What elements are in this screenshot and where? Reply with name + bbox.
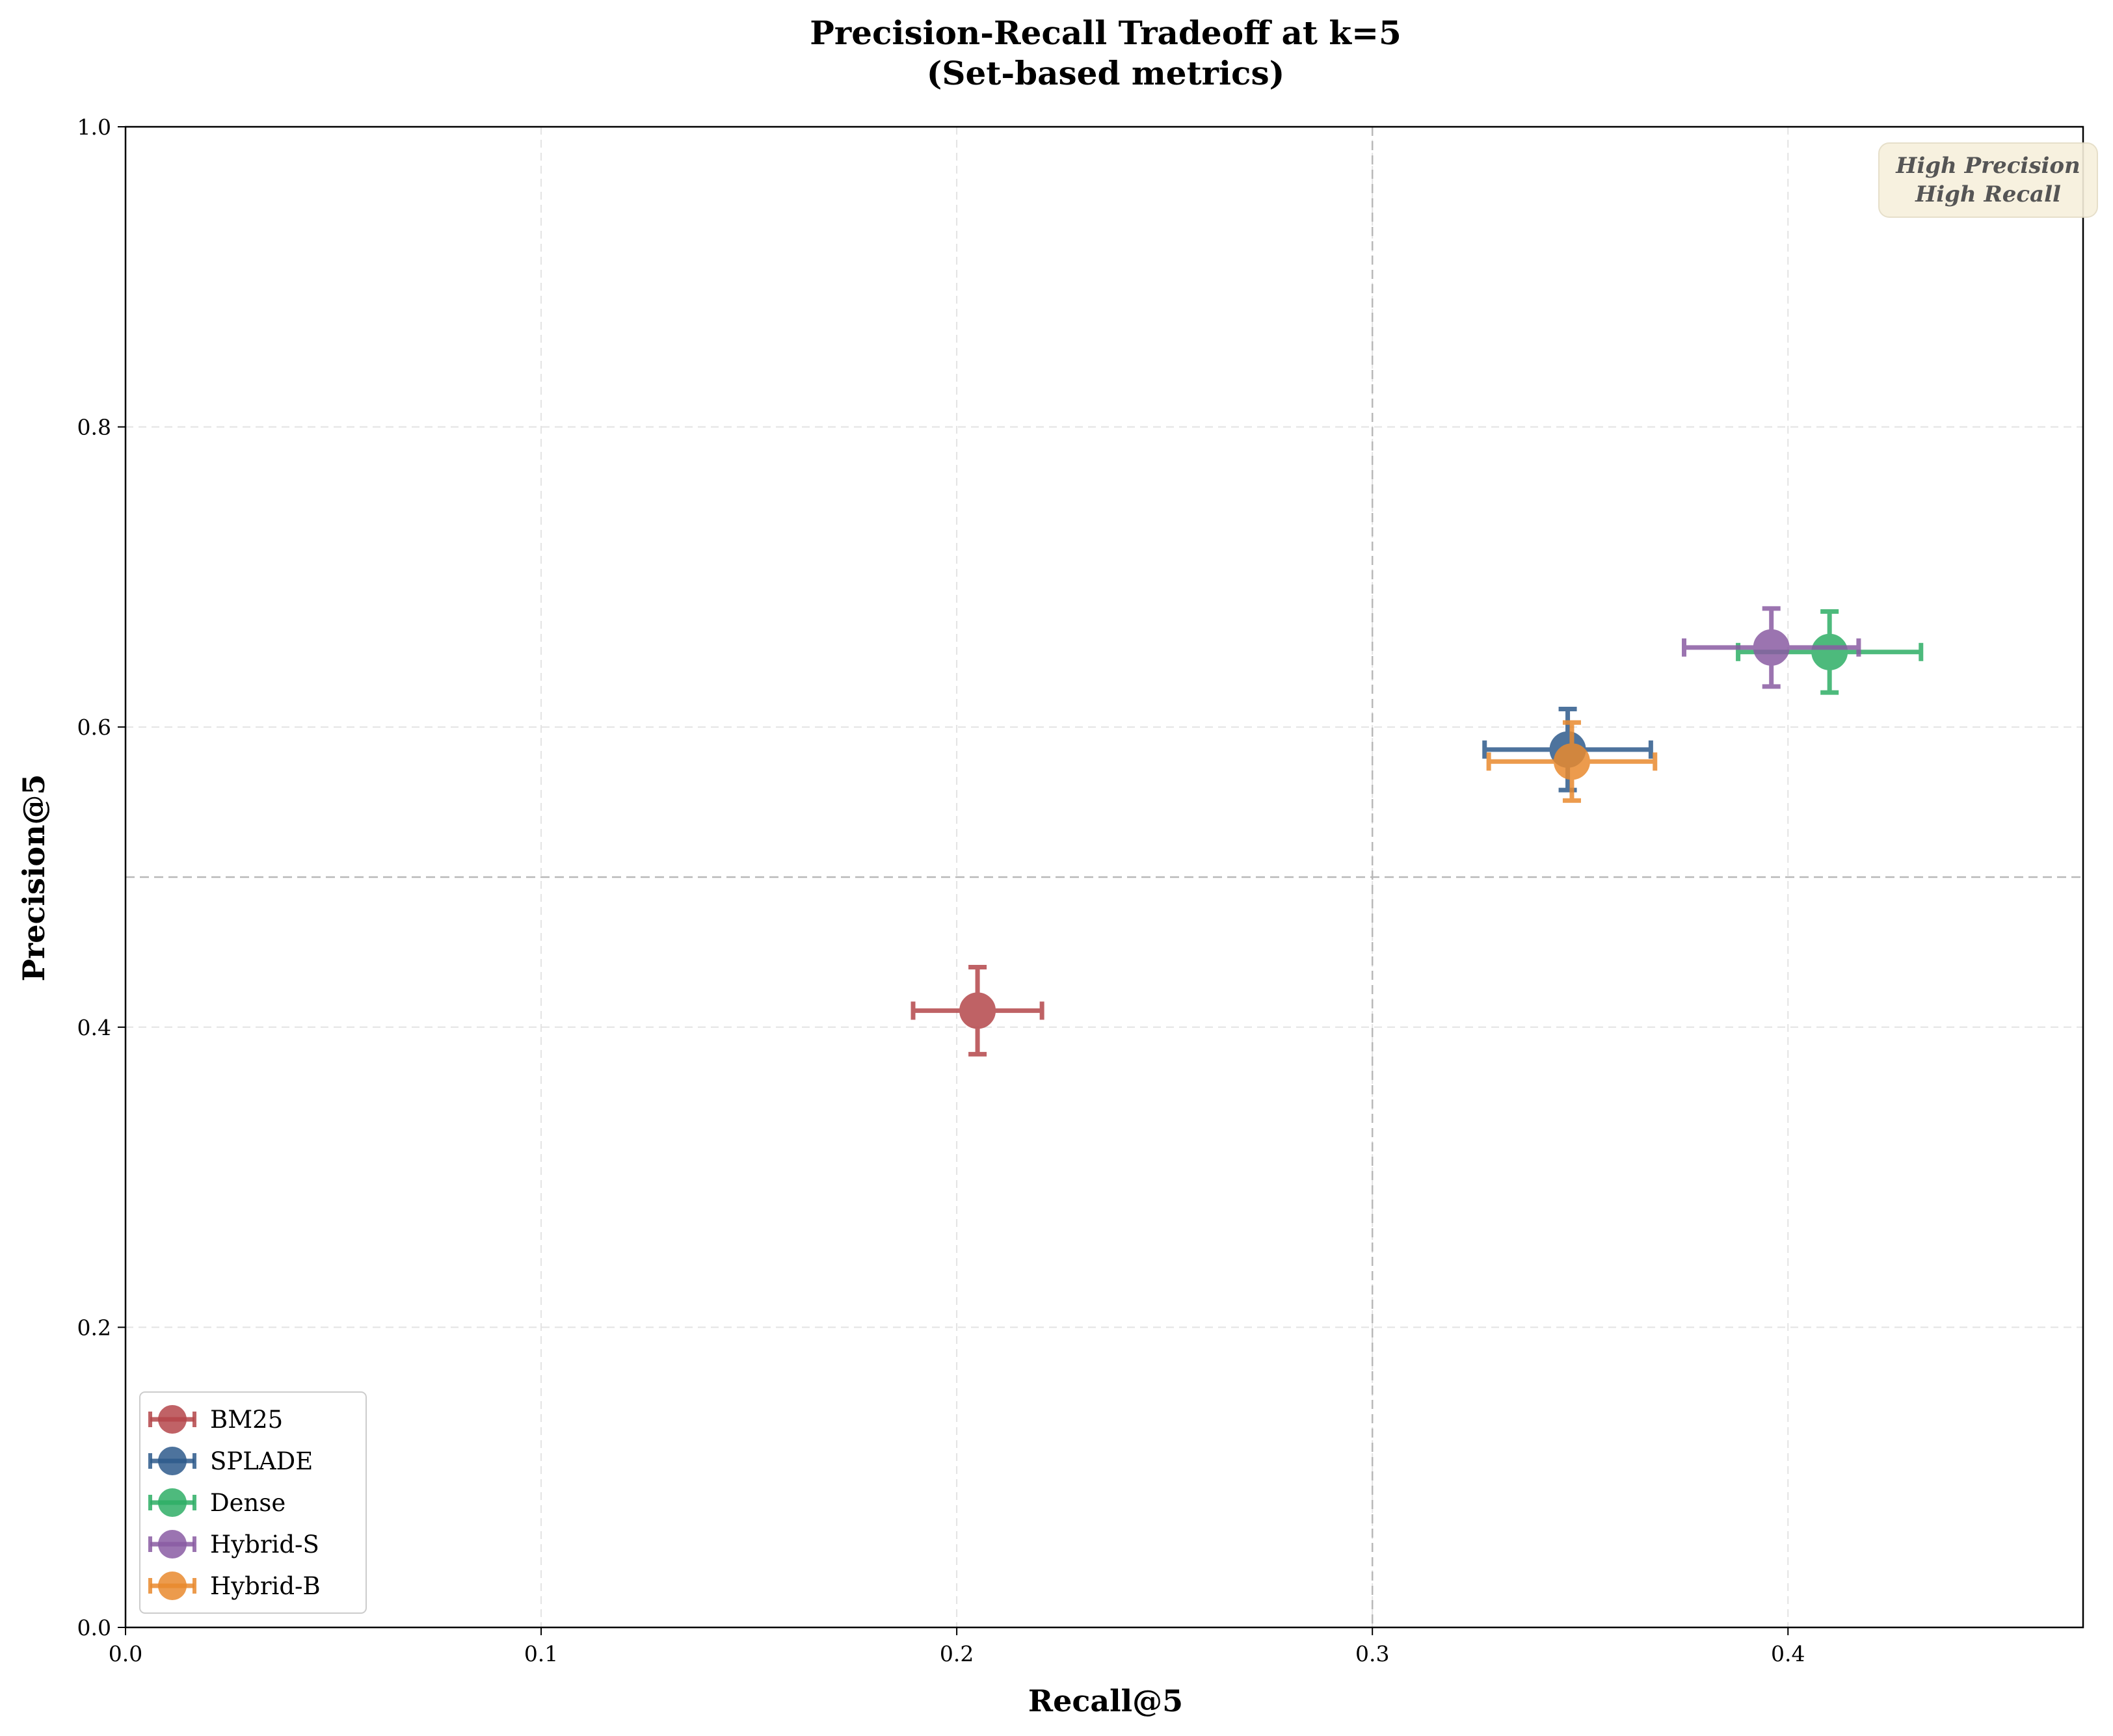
y-tick-label: 1.0 bbox=[77, 114, 111, 140]
marker bbox=[1553, 743, 1590, 780]
y-tick-label: 0.6 bbox=[77, 715, 111, 740]
marker bbox=[1811, 633, 1848, 670]
marker bbox=[1753, 629, 1790, 666]
chart-subtitle: (Set-based metrics) bbox=[927, 54, 1285, 92]
y-axis-label: Precision@5 bbox=[16, 774, 51, 981]
y-tick-label: 0.4 bbox=[77, 1015, 111, 1040]
plot-frame bbox=[124, 125, 2084, 1629]
legend: BM25 SPLADE Dense Hybrid-S Hybrid-B bbox=[139, 1391, 367, 1614]
x-tick-label: 0.4 bbox=[1771, 1641, 1805, 1666]
legend-marker bbox=[158, 1530, 187, 1558]
x-axis-label: Recall@5 bbox=[1028, 1683, 1183, 1718]
legend-label: SPLADE bbox=[210, 1447, 313, 1475]
legend-item-splade: SPLADE bbox=[148, 1447, 313, 1475]
data-points bbox=[910, 606, 1924, 1057]
legend-label: Dense bbox=[210, 1489, 286, 1517]
legend-item-bm25: BM25 bbox=[148, 1405, 283, 1434]
x-tick-label: 0.2 bbox=[940, 1641, 974, 1666]
x-tick-label: 0.0 bbox=[109, 1641, 142, 1666]
annotation-line-2: High Recall bbox=[1915, 181, 2061, 207]
quadrant-annotation: High Precision High Recall bbox=[1878, 142, 2098, 218]
legend-label: Hybrid-B bbox=[210, 1572, 321, 1600]
data-point-bm25 bbox=[910, 964, 1044, 1057]
annotation-line-1: High Precision bbox=[1895, 153, 2080, 179]
reference-lines bbox=[126, 127, 2083, 1627]
annotation-box bbox=[1878, 142, 2098, 218]
data-point-hybrid-b bbox=[1486, 720, 1658, 803]
y-tick-label: 0.0 bbox=[77, 1615, 111, 1640]
axis-ticks: 0.0 0.1 0.2 0.3 0.4 0.0 0.2 0.4 0.6 0.8 1.0 bbox=[77, 114, 1805, 1666]
data-point-hybrid-s bbox=[1681, 606, 1861, 689]
marker bbox=[959, 992, 996, 1029]
legend-label: Hybrid-S bbox=[210, 1531, 319, 1558]
chart-title: Precision-Recall Tradeoff at k=5 bbox=[810, 14, 1402, 52]
legend-marker bbox=[158, 1405, 187, 1434]
legend-marker bbox=[158, 1488, 187, 1517]
y-tick-label: 0.8 bbox=[77, 415, 111, 440]
legend-box bbox=[139, 1391, 367, 1614]
y-tick-label: 0.2 bbox=[77, 1315, 111, 1340]
legend-marker bbox=[158, 1572, 187, 1600]
legend-label: BM25 bbox=[210, 1406, 283, 1434]
legend-item-hybrid-s: Hybrid-S bbox=[148, 1530, 319, 1558]
legend-marker bbox=[158, 1447, 187, 1475]
x-tick-label: 0.1 bbox=[524, 1641, 558, 1666]
legend-item-dense: Dense bbox=[148, 1488, 286, 1517]
legend-item-hybrid-b: Hybrid-B bbox=[148, 1572, 321, 1600]
x-tick-label: 0.3 bbox=[1355, 1641, 1389, 1666]
